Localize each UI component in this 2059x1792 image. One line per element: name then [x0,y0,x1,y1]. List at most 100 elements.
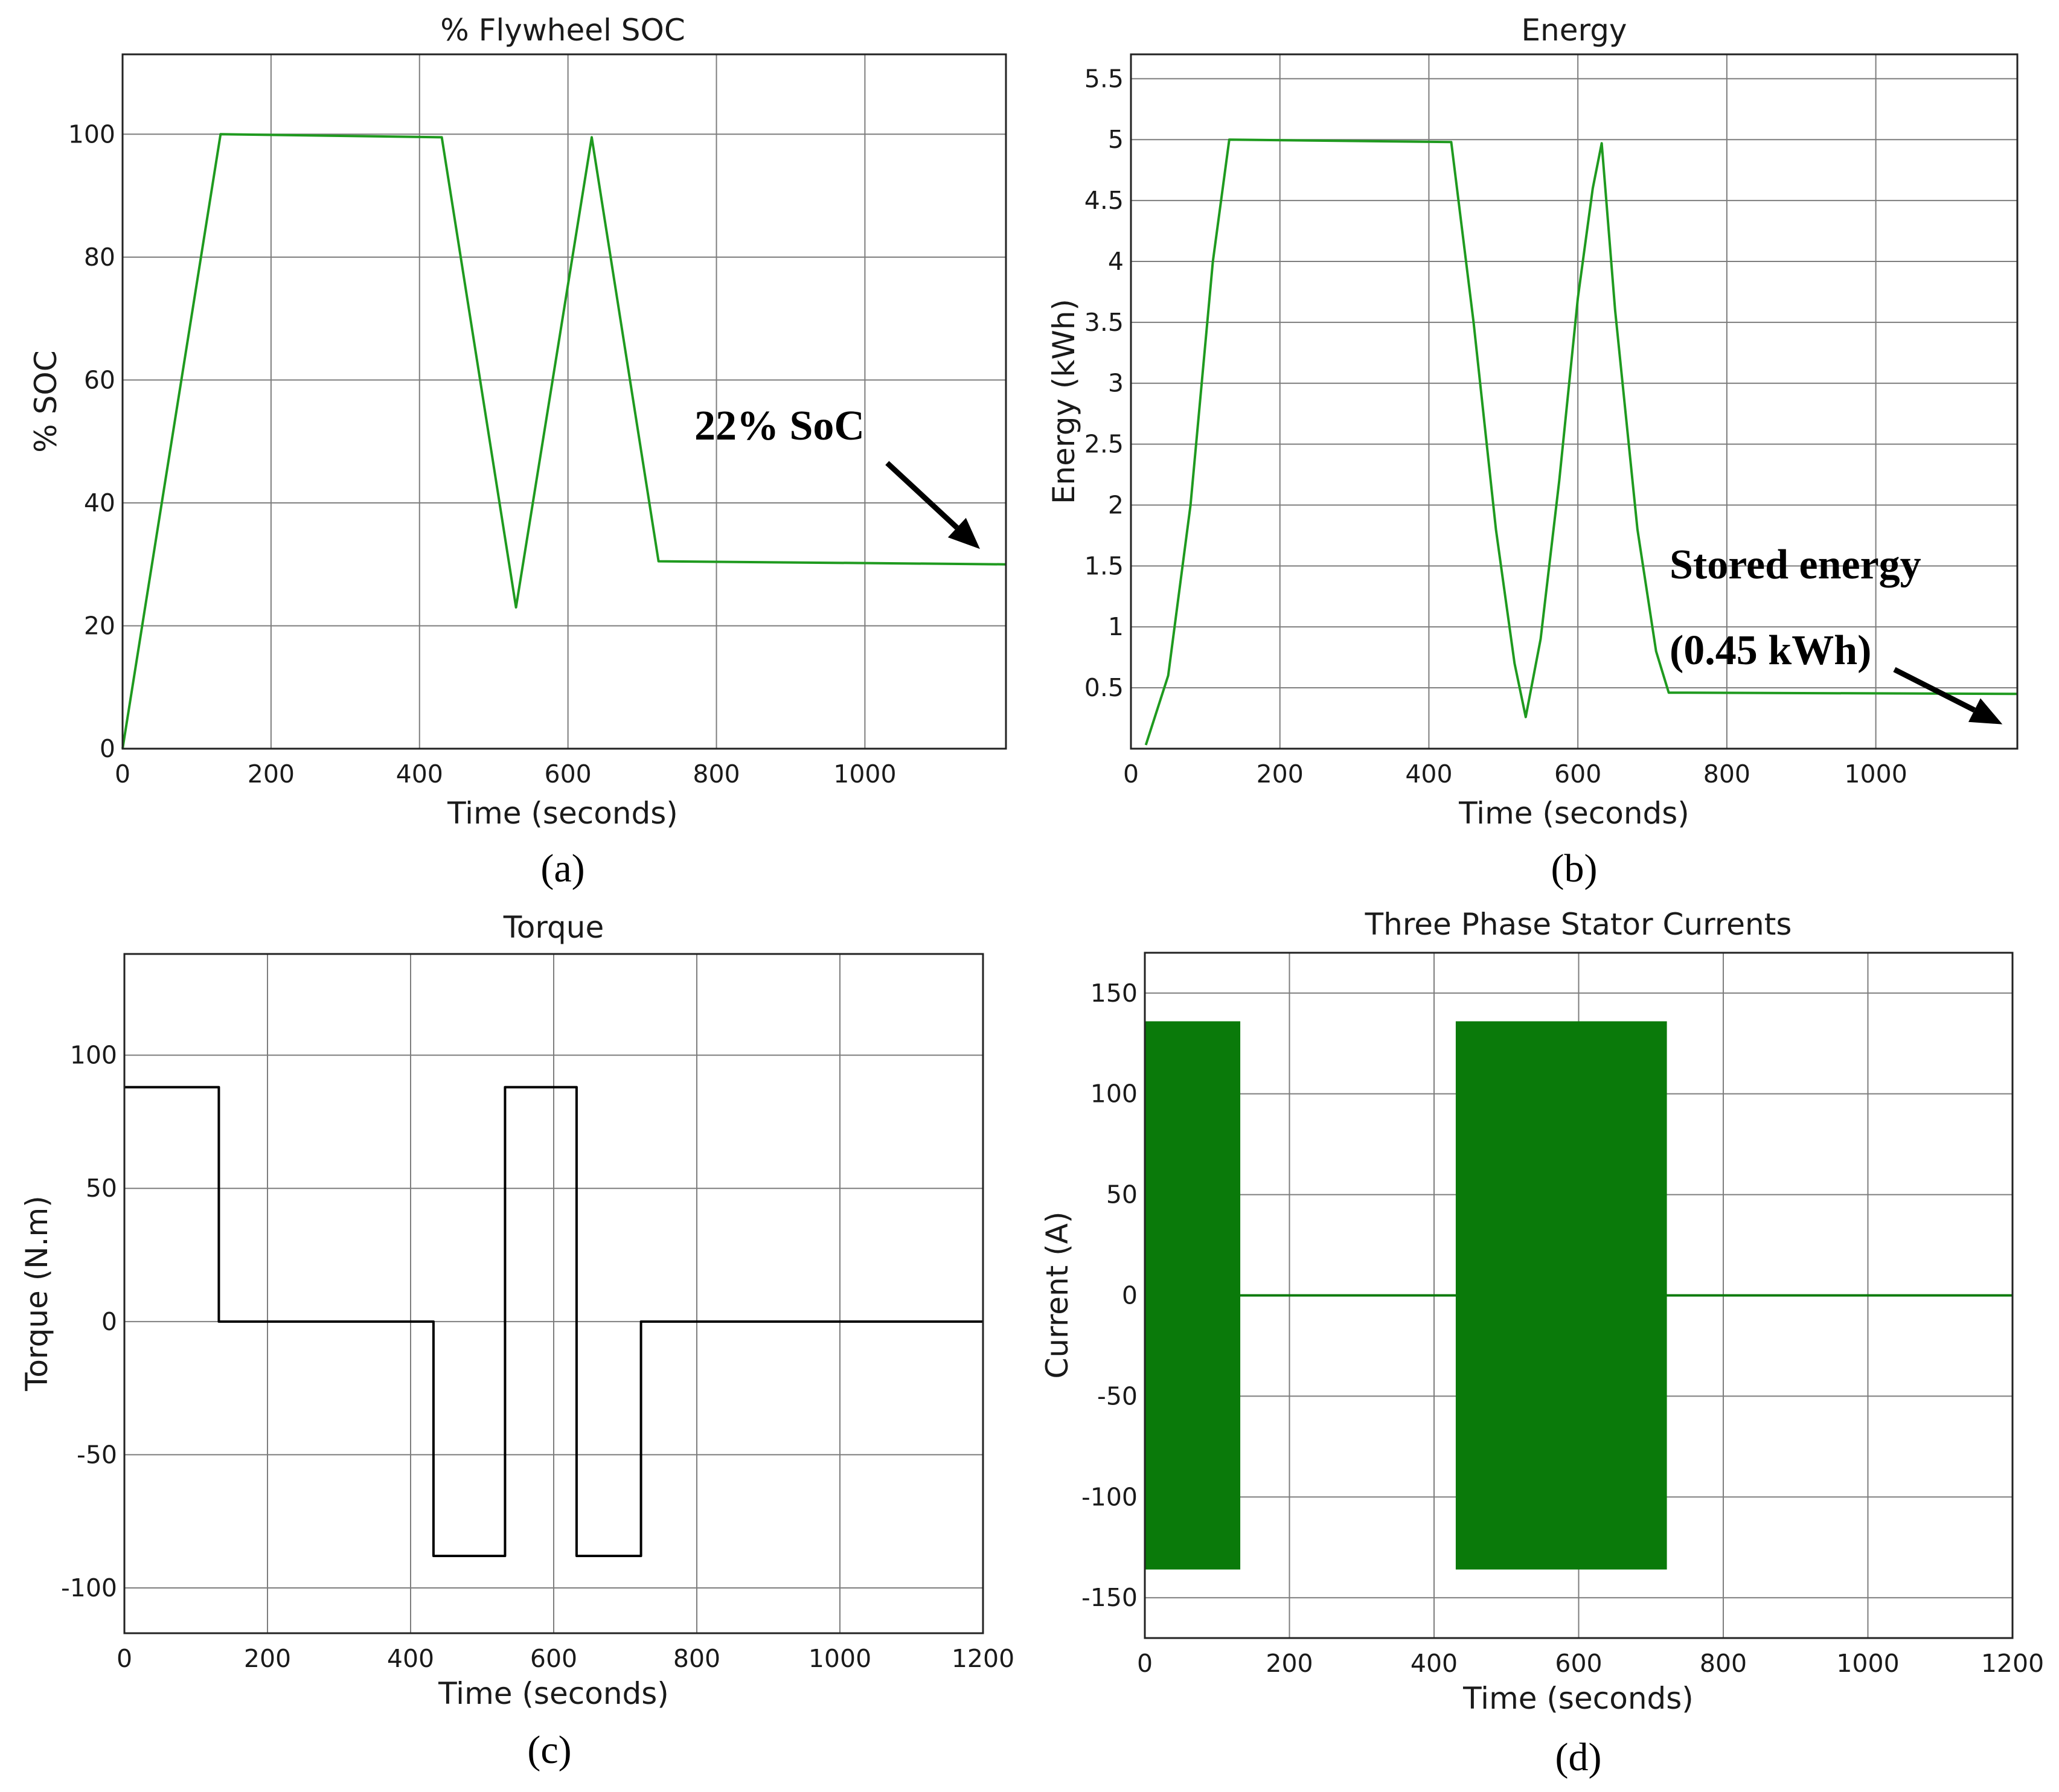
chart-c: Torque 0 200 400 600 800 1000 1200 -100 -50 0 50 1… [19,910,1014,1772]
chart-b-y-label: Energy (kWh) [1046,299,1081,504]
chart-c-frame [123,953,984,1634]
chart-d-frame [1144,952,2014,1639]
chart-d: Three Phase Stator Currents 0 200 400 600 80… [1040,907,2044,1779]
chart-c-x-tick-label: 600 [530,1644,577,1673]
chart-a-series [121,133,1007,749]
chart-d-y-tick-label: 50 [1106,1180,1138,1209]
chart-b-x-tick-label: 800 [1703,760,1750,789]
chart-a-x-ticks: 0 200 400 600 800 1000 [115,760,897,789]
chart-a-y-tick-label: 80 [84,243,115,272]
chart-b-y-tick-label: 2 [1108,490,1124,519]
chart-d-y-label: Current (A) [1040,1212,1075,1379]
chart-c-x-tick-label: 1200 [952,1644,1014,1673]
chart-a-annotation-arrow [885,461,959,530]
chart-b-x-ticks: 0 200 400 600 800 1000 [1123,760,1907,789]
chart-b: Energy 0 200 400 600 800 1000 0.5 1 1.5 2 2.5 3 3.5… [1046,13,2019,891]
chart-a-x-tick-label: 200 [248,760,295,789]
chart-a-x-tick-label: 600 [545,760,592,789]
chart-b-annotation-line2: (0.45 kWh) [1670,627,1871,674]
chart-d-x-tick-label: 1200 [1981,1649,2044,1678]
chart-d-x-tick-label: 200 [1266,1649,1313,1678]
chart-b-y-tick-label: 3.5 [1084,308,1124,337]
panel-label-b: (b) [1551,846,1598,891]
chart-b-x-tick-label: 1000 [1844,760,1907,789]
chart-d-y-tick-label: 100 [1090,1080,1138,1109]
chart-d-y-tick-label: -50 [1097,1381,1138,1410]
chart-b-y-tick-label: 2.5 [1084,430,1124,459]
chart-d-x-tick-label: 1000 [1836,1649,1899,1678]
chart-a-annotation: 22% SoC [694,403,865,449]
chart-b-title: Energy [1521,13,1627,48]
chart-a-title: % Flywheel SOC [440,13,685,48]
chart-c-y-tick-label: 50 [86,1174,117,1203]
chart-b-y-tick-label: 4.5 [1084,186,1124,215]
chart-d-x-tick-label: 600 [1555,1649,1602,1678]
chart-c-series [124,1086,983,1558]
chart-a-frame [121,53,1007,750]
chart-b-x-tick-label: 0 [1123,760,1139,789]
chart-b-line [1144,138,2018,746]
chart-b-series [1144,138,2018,746]
chart-c-x-tick-label: 1000 [809,1644,871,1673]
chart-b-x-label: Time (seconds) [1458,796,1689,831]
chart-b-x-tick-label: 200 [1257,760,1304,789]
chart-c-x-tick-label: 0 [117,1644,132,1673]
chart-a-y-tick-label: 60 [84,365,115,394]
chart-d-x-tick-label: 400 [1411,1649,1458,1678]
chart-d-x-ticks: 0 200 400 600 800 1000 1200 [1137,1649,2044,1678]
chart-b-annotation-line1: Stored energy [1670,542,1921,588]
chart-c-x-tick-label: 200 [244,1644,291,1673]
chart-b-y-ticks: 0.5 1 1.5 2 2.5 3 3.5 4 4.5 5 5.5 [1084,64,1124,702]
chart-c-y-tick-label: -50 [77,1440,117,1469]
chart-c-title: Torque [503,910,604,945]
chart-c-x-tick-label: 800 [673,1644,720,1673]
chart-b-y-tick-label: 3 [1108,369,1124,398]
chart-a-x-tick-label: 0 [115,760,130,789]
chart-b-y-tick-label: 4 [1108,247,1124,276]
chart-c-x-label: Time (seconds) [438,1676,669,1711]
chart-b-y-tick-label: 5 [1108,125,1124,154]
panel-label-d: (d) [1555,1735,1602,1779]
chart-d-x-tick-label: 800 [1700,1649,1747,1678]
chart-d-y-tick-label: 0 [1122,1281,1138,1310]
chart-d-x-tick-label: 0 [1137,1649,1153,1678]
chart-a-x-label: Time (seconds) [447,796,678,831]
chart-c-y-tick-label: 100 [70,1041,117,1070]
chart-a-y-tick-label: 0 [100,734,115,763]
chart-c-y-tick-label: 0 [101,1307,117,1336]
chart-c-y-label: Torque (N.m) [19,1195,54,1391]
chart-d-y-tick-label: 150 [1090,979,1138,1008]
chart-a-y-tick-label: 20 [84,611,115,640]
chart-d-y-ticks: -150 -100 -50 0 50 100 150 [1081,979,1138,1612]
chart-a-x-tick-label: 800 [693,760,740,789]
chart-a: % Flywheel SOC 0 200 400 600 800 1000 0 20 40 60… [28,13,1007,891]
panel-label-a: (a) [540,846,584,891]
chart-d-y-tick-label: -150 [1081,1583,1138,1612]
chart-c-x-ticks: 0 200 400 600 800 1000 1200 [117,1644,1014,1673]
chart-d-x-label: Time (seconds) [1462,1681,1694,1716]
chart-b-annotation-arrow [1893,667,1976,713]
chart-a-y-tick-label: 100 [68,120,115,149]
chart-b-x-tick-label: 400 [1405,760,1452,789]
chart-b-y-tick-label: 5.5 [1084,64,1124,93]
chart-d-title: Three Phase Stator Currents [1365,907,1792,942]
chart-b-frame [1130,53,2019,750]
chart-d-series [1145,1021,2013,1570]
chart-c-y-tick-label: -100 [61,1573,117,1602]
chart-a-x-tick-label: 1000 [833,760,896,789]
chart-d-y-tick-label: -100 [1081,1482,1138,1511]
chart-a-annotation-arrowhead [947,517,980,549]
chart-b-annotation-arrowhead [1968,698,2003,725]
chart-c-y-ticks: -100 -50 0 50 100 [61,1041,117,1602]
chart-c-x-tick-label: 400 [387,1644,434,1673]
chart-a-y-label: % SOC [28,350,63,452]
chart-a-y-tick-label: 40 [84,488,115,517]
chart-b-y-tick-label: 1 [1108,612,1124,641]
chart-a-x-tick-label: 400 [396,760,443,789]
panel-label-c: (c) [527,1728,571,1772]
chart-c-line [124,1086,983,1558]
chart-a-y-ticks: 0 20 40 60 80 100 [68,120,115,763]
chart-b-x-tick-label: 600 [1554,760,1601,789]
chart-a-grid [122,54,1006,749]
